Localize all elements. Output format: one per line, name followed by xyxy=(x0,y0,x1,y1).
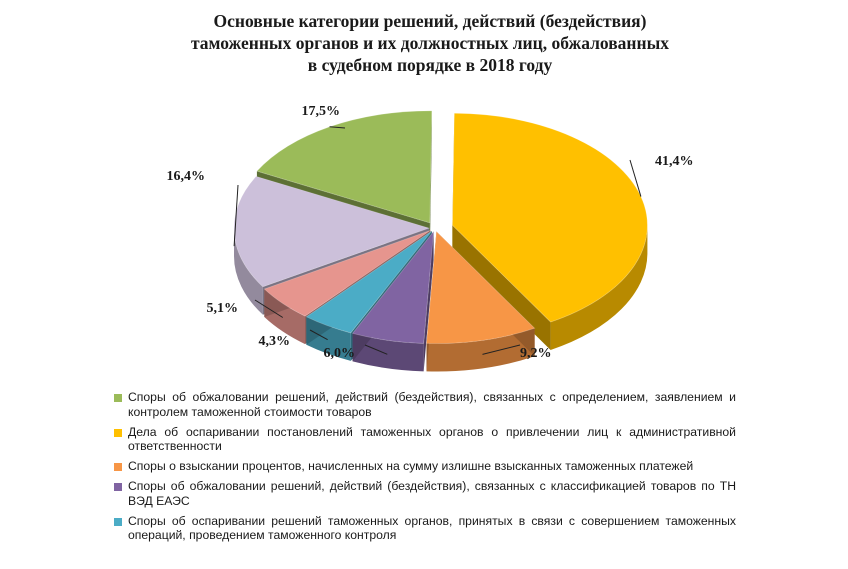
legend-item: Споры об обжаловании решений, действий (… xyxy=(114,479,736,508)
leader-line xyxy=(329,126,346,129)
data-label: 9,2% xyxy=(520,346,552,361)
legend-swatch xyxy=(114,483,122,491)
pie-slice xyxy=(451,112,648,323)
data-label: 41,4% xyxy=(655,154,694,169)
data-label: 4,3% xyxy=(259,334,291,349)
data-label: 17,5% xyxy=(302,104,341,119)
legend-swatch xyxy=(114,394,122,402)
pie-slice xyxy=(426,230,536,344)
legend-item: Споры об обжаловании решений, действий (… xyxy=(114,390,736,419)
chart-title-line-2: таможенных органов и их должностных лиц,… xyxy=(190,33,670,53)
legend-label: Споры об оспаривании решений таможенных … xyxy=(128,513,736,543)
legend-label: Дела об оспаривании постановлений таможе… xyxy=(128,424,736,454)
legend-label: Споры об обжаловании решений, действий (… xyxy=(128,390,736,419)
pie-slice-wall xyxy=(426,328,535,372)
pie-slice xyxy=(305,230,433,334)
legend-swatch xyxy=(114,463,122,471)
chart-title: Основные категории решений, действий (бе… xyxy=(150,10,710,76)
leader-line xyxy=(364,344,388,355)
pie-slice-cut xyxy=(429,110,432,251)
chart-title-line-1: Основные категории решений, действий (бе… xyxy=(213,11,647,31)
legend-label: Споры о взыскании процентов, начисленных… xyxy=(128,459,694,473)
pie-slice xyxy=(351,230,435,344)
leader-line xyxy=(309,329,328,341)
leader-line xyxy=(629,159,642,197)
pie-slice-wall xyxy=(550,225,648,350)
pie-slice-wall xyxy=(234,228,263,315)
legend-item: Дела об оспаривании постановлений таможе… xyxy=(114,425,736,454)
legend-swatch xyxy=(114,517,122,526)
legend-label: Споры об обжаловании решений, действий (… xyxy=(128,479,736,508)
pie-slice-cut xyxy=(423,231,434,372)
chart-title-line-3: в судебном порядке в 2018 году xyxy=(307,55,553,75)
pie-slice xyxy=(233,175,431,288)
pie-chart: 41,4% 9,2% 6,0% 4,3% 5,1% 16,4% 17,5% xyxy=(167,104,694,372)
leader-line xyxy=(482,344,521,355)
pie-slice xyxy=(263,229,431,317)
pie-slice-cut xyxy=(452,225,551,350)
data-label: 16,4% xyxy=(167,169,206,184)
chart-legend: Споры об обжаловании решений, действий (… xyxy=(114,390,736,548)
leader-line xyxy=(233,184,239,247)
legend-item: Споры о взыскании процентов, начисленных… xyxy=(114,459,736,474)
legend-swatch xyxy=(114,428,122,437)
pie-slice-wall xyxy=(352,333,424,372)
leader-line xyxy=(254,299,284,318)
data-label: 6,0% xyxy=(324,346,356,361)
data-label: 5,1% xyxy=(207,301,239,316)
legend-item: Споры об оспаривании решений таможенных … xyxy=(114,514,736,543)
